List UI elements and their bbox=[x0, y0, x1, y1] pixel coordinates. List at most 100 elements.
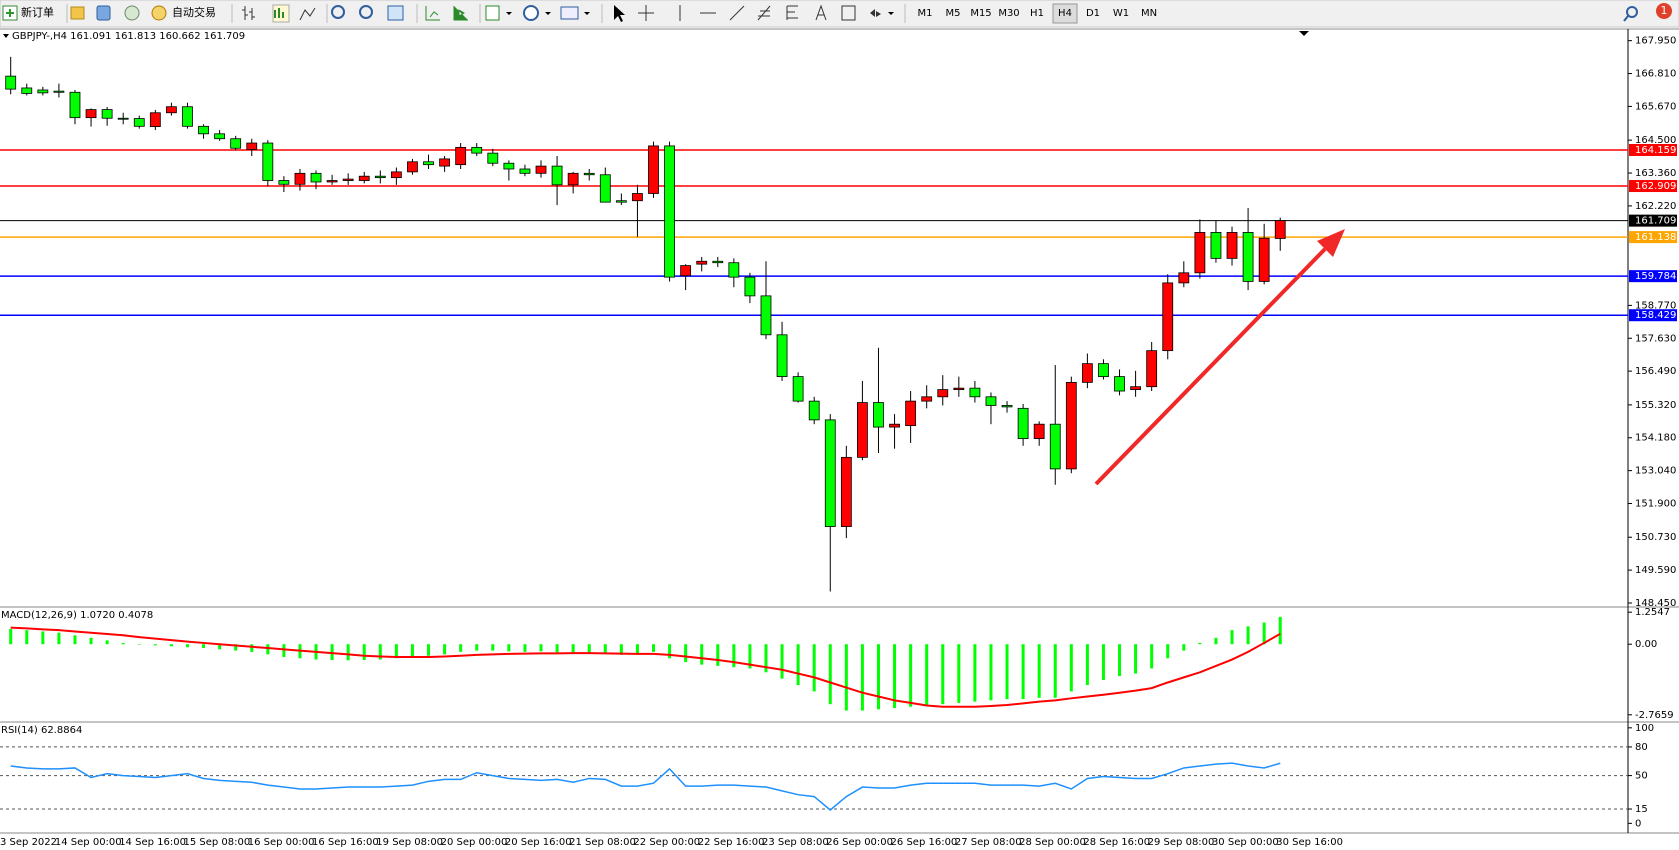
scroll-icon[interactable] bbox=[425, 6, 440, 21]
candle-body bbox=[873, 402, 884, 428]
candle-body bbox=[648, 145, 659, 194]
timeframe-button[interactable]: M30 bbox=[998, 8, 1019, 19]
channel-tool[interactable] bbox=[757, 5, 771, 21]
candle-body bbox=[1274, 220, 1286, 239]
label-tool[interactable] bbox=[841, 5, 856, 21]
candle-body bbox=[246, 142, 258, 150]
candle-body bbox=[551, 165, 563, 186]
cursor-tool[interactable] bbox=[614, 5, 625, 22]
new-order-button[interactable]: 新订单 bbox=[2, 5, 54, 21]
navigator-icon[interactable] bbox=[124, 5, 140, 21]
candle-body bbox=[969, 387, 981, 398]
price-level-tag bbox=[1629, 143, 1677, 156]
candle-body bbox=[728, 262, 740, 278]
x-tick-label: 19 Sep 08:00 bbox=[376, 837, 443, 848]
bar-chart-icon[interactable] bbox=[242, 6, 255, 20]
timeframe-button[interactable]: H1 bbox=[1030, 8, 1044, 19]
active-timeframe bbox=[1052, 3, 1078, 24]
trend-arrow bbox=[1094, 247, 1327, 486]
macd-bar bbox=[989, 644, 993, 701]
candle-body bbox=[294, 172, 306, 185]
zoom-out-icon[interactable] bbox=[359, 5, 373, 19]
tile-windows-icon[interactable] bbox=[387, 5, 404, 21]
candle-chart-icon[interactable] bbox=[272, 4, 290, 23]
candle-body bbox=[487, 152, 499, 164]
dropdown-arrow[interactable] bbox=[584, 12, 590, 15]
macd-bar bbox=[9, 628, 13, 645]
data-window-icon[interactable] bbox=[96, 5, 111, 21]
candle-body bbox=[1017, 407, 1029, 440]
alerts-button[interactable]: 1 bbox=[1656, 3, 1672, 19]
auto-trading-button[interactable]: 自动交易 bbox=[151, 5, 216, 21]
candle-body bbox=[921, 396, 933, 402]
candle-body bbox=[358, 175, 370, 181]
candle-body bbox=[760, 295, 772, 336]
x-tick-label: 16 Sep 00:00 bbox=[248, 837, 315, 848]
macd-bar bbox=[844, 644, 848, 711]
x-tick-label: 26 Sep 16:00 bbox=[891, 837, 958, 848]
timeframe-button[interactable]: M5 bbox=[946, 8, 961, 19]
templates-icon[interactable] bbox=[560, 6, 579, 20]
timeframe-button[interactable]: H4 bbox=[1058, 8, 1072, 19]
timeframe-button[interactable]: MN bbox=[1141, 8, 1157, 19]
x-tick-label: 22 Sep 16:00 bbox=[698, 837, 765, 848]
timeframe-button[interactable]: M15 bbox=[970, 8, 991, 19]
macd-bar bbox=[378, 644, 382, 660]
y-tick-label: 150.730 bbox=[1635, 532, 1676, 543]
candle-body bbox=[310, 172, 322, 183]
dropdown-arrow[interactable] bbox=[506, 12, 512, 15]
price-level-tag bbox=[1629, 231, 1677, 244]
candle-body bbox=[342, 178, 354, 181]
macd-bar bbox=[925, 644, 929, 706]
candle-body bbox=[680, 265, 692, 277]
market-watch-icon[interactable] bbox=[70, 6, 85, 20]
x-tick-label: 28 Sep 16:00 bbox=[1083, 837, 1150, 848]
shift-icon[interactable] bbox=[453, 6, 468, 21]
y-tick-label: 163.360 bbox=[1635, 168, 1676, 179]
y-tick-label: 157.630 bbox=[1635, 333, 1676, 344]
macd-bar bbox=[57, 632, 61, 645]
timeframe-button[interactable]: M1 bbox=[918, 8, 933, 19]
search-icon[interactable] bbox=[1626, 6, 1638, 18]
macd-bar bbox=[169, 644, 173, 647]
candle-glyph bbox=[274, 8, 284, 18]
candle-body bbox=[583, 172, 595, 176]
candle-body bbox=[1258, 237, 1270, 282]
y-tick-label: 80 bbox=[1635, 742, 1648, 753]
macd-bar bbox=[957, 644, 961, 703]
macd-bar bbox=[89, 637, 93, 645]
zoom-in-icon[interactable] bbox=[331, 5, 345, 19]
y-tick-label: 153.040 bbox=[1635, 466, 1676, 477]
y-tick-label: 0.00 bbox=[1635, 639, 1657, 650]
periods-icon[interactable] bbox=[523, 5, 539, 21]
macd-bar bbox=[330, 644, 334, 661]
candle-body bbox=[744, 276, 756, 297]
macd-bar bbox=[828, 644, 832, 705]
timeframe-button[interactable]: D1 bbox=[1086, 8, 1100, 19]
dropdown-arrow[interactable] bbox=[888, 12, 894, 15]
indicators-icon[interactable] bbox=[485, 5, 500, 21]
crosshair-tool[interactable] bbox=[638, 5, 654, 21]
candle-body bbox=[632, 193, 643, 202]
text-tool[interactable] bbox=[815, 4, 827, 21]
macd-bar bbox=[652, 644, 655, 652]
trendline-tool[interactable] bbox=[729, 5, 745, 21]
price-level-label: 158.429 bbox=[1635, 310, 1676, 321]
pane-title: MACD(12,26,9) 1.0720 0.4078 bbox=[1, 610, 153, 621]
arrows-tool[interactable] bbox=[870, 9, 881, 17]
y-tick-label: 165.670 bbox=[1635, 101, 1676, 112]
macd-bar bbox=[1118, 644, 1122, 677]
line-chart-icon[interactable] bbox=[299, 7, 316, 21]
candle-body bbox=[390, 171, 402, 179]
dropdown-arrow[interactable] bbox=[545, 12, 551, 15]
macd-bar bbox=[700, 644, 704, 665]
macd-bar bbox=[860, 644, 864, 711]
y-tick-label: 148.450 bbox=[1635, 598, 1676, 609]
macd-bar bbox=[202, 644, 206, 649]
timeframe-button[interactable]: W1 bbox=[1113, 8, 1129, 19]
fibonacci-tool[interactable] bbox=[786, 5, 798, 20]
macd-bar bbox=[1150, 644, 1154, 669]
price-level-label: 164.159 bbox=[1635, 145, 1676, 156]
macd-bar bbox=[410, 644, 414, 657]
macd-bar bbox=[1085, 644, 1089, 686]
